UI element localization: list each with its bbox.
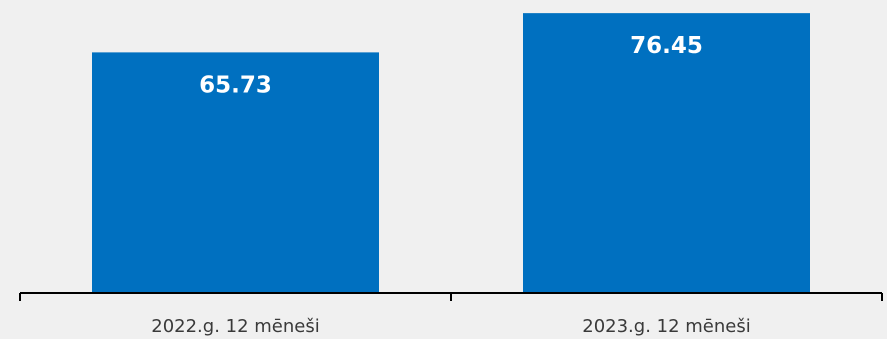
x-axis-ticks: [19, 293, 883, 301]
category-label-group: 2022.g. 12 mēneši 2023.g. 12 mēneši: [151, 316, 751, 337]
bar-group: [92, 13, 810, 293]
value-label-group: 65.73 76.45: [199, 33, 703, 98]
bar-2: [523, 13, 810, 293]
bar-1: [92, 52, 379, 293]
category-label-2: 2023.g. 12 mēneši: [582, 316, 751, 337]
category-label-1: 2022.g. 12 mēneši: [151, 316, 320, 337]
bar-value-label-2: 76.45: [630, 33, 703, 59]
bar-value-label-1: 65.73: [199, 72, 272, 98]
